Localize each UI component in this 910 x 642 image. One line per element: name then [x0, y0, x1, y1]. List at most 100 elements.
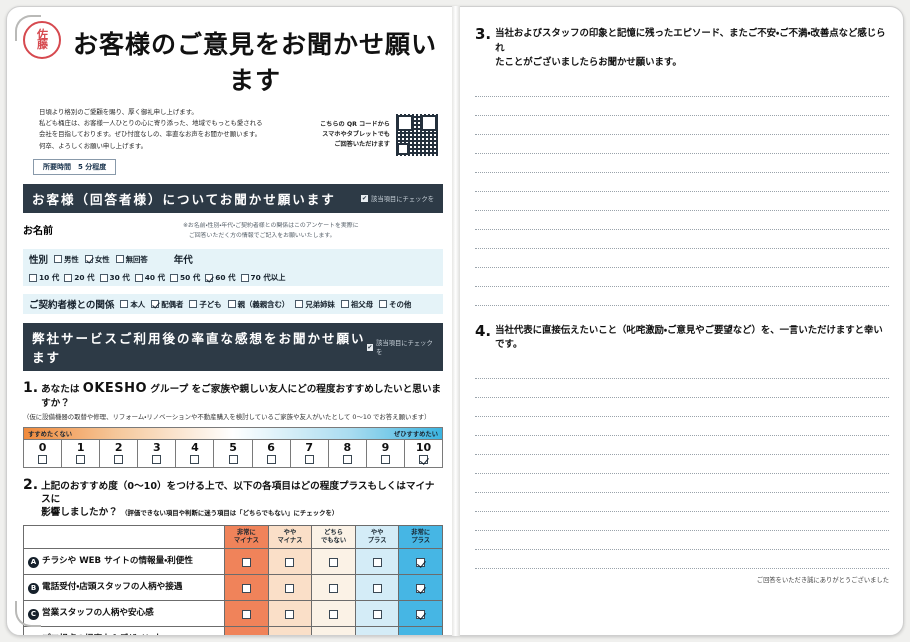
relationship-option-6[interactable]: その他 — [379, 299, 411, 310]
relationship-option-0[interactable]: 本人 — [120, 299, 145, 310]
gender-option-0[interactable]: 男性 — [54, 254, 79, 265]
nps-cell-0[interactable]: 0 — [24, 440, 63, 468]
checkbox-icon[interactable] — [76, 455, 86, 465]
writing-line[interactable] — [475, 230, 889, 249]
checkbox-icon[interactable] — [54, 255, 63, 264]
writing-line[interactable] — [475, 474, 889, 493]
checkbox-icon[interactable] — [380, 455, 390, 465]
writing-line[interactable] — [475, 135, 889, 154]
free-text-lines-q3[interactable] — [475, 78, 889, 306]
checkbox-icon[interactable] — [29, 273, 37, 282]
relationship-option-4[interactable]: 兄弟姉妹 — [295, 299, 335, 310]
matrix-cell-A-3[interactable] — [354, 547, 400, 575]
matrix-cell-B-2[interactable] — [311, 573, 356, 601]
checkbox-icon[interactable] — [228, 455, 238, 465]
writing-line[interactable] — [475, 97, 889, 116]
checkbox-icon[interactable] — [120, 300, 129, 309]
checkbox-icon[interactable] — [329, 609, 339, 619]
matrix-cell-C-4[interactable] — [398, 599, 443, 627]
checkbox-icon[interactable] — [372, 557, 382, 567]
checkbox-icon[interactable] — [285, 583, 295, 593]
age-option-0[interactable]: 10 代 — [29, 272, 59, 283]
gender-option-2[interactable]: 無回答 — [115, 254, 148, 265]
relationship-option-2[interactable]: 子ども — [189, 299, 222, 310]
writing-line[interactable] — [475, 154, 889, 173]
writing-line[interactable] — [475, 287, 889, 306]
matrix-cell-A-2[interactable] — [311, 547, 356, 575]
nps-cell-5[interactable]: 5 — [214, 440, 253, 468]
writing-line[interactable] — [475, 493, 889, 512]
matrix-cell-B-3[interactable] — [354, 573, 400, 601]
writing-line[interactable] — [475, 512, 889, 531]
relationship-option-5[interactable]: 祖父母 — [340, 299, 373, 310]
checkbox-icon[interactable] — [329, 583, 339, 593]
nps-cell-7[interactable]: 7 — [290, 440, 329, 468]
checkbox-icon[interactable] — [205, 273, 214, 282]
matrix-cell-B-1[interactable] — [267, 573, 313, 601]
age-option-4[interactable]: 50 代 — [170, 272, 200, 283]
checkbox-icon[interactable] — [151, 300, 160, 309]
matrix-cell-D-0[interactable] — [224, 625, 269, 635]
writing-line[interactable] — [475, 379, 889, 398]
checkbox-icon[interactable] — [416, 557, 426, 567]
matrix-cell-A-1[interactable] — [267, 547, 313, 575]
checkbox-icon[interactable] — [64, 273, 73, 282]
checkbox-icon[interactable] — [227, 300, 236, 309]
writing-line[interactable] — [475, 173, 889, 192]
age-option-3[interactable]: 40 代 — [134, 272, 165, 283]
relationship-option-3[interactable]: 親（義親含む） — [227, 299, 289, 310]
matrix-cell-D-3[interactable] — [354, 625, 400, 635]
checkbox-icon[interactable] — [418, 455, 428, 465]
matrix-cell-C-0[interactable] — [224, 599, 269, 627]
nps-cell-4[interactable]: 4 — [176, 440, 215, 468]
matrix-cell-A-0[interactable] — [224, 547, 269, 575]
checkbox-icon[interactable] — [99, 273, 108, 282]
nps-cell-3[interactable]: 3 — [138, 440, 177, 468]
writing-line[interactable] — [475, 550, 889, 569]
writing-line[interactable] — [475, 436, 889, 455]
checkbox-icon[interactable] — [115, 255, 124, 264]
age-option-6[interactable]: 70 代以上 — [240, 272, 286, 283]
nps-cell-10[interactable]: 10 — [404, 440, 443, 468]
impact-matrix-table[interactable]: 非常に マイナス やや マイナス どちら でもない やや プラス 非常に プラス A チラシや WE… — [22, 525, 443, 635]
writing-line[interactable] — [475, 211, 889, 230]
matrix-cell-D-2[interactable] — [311, 625, 356, 635]
matrix-cell-D-4[interactable] — [398, 625, 443, 635]
checkbox-icon[interactable] — [372, 583, 382, 593]
relationship-option-1[interactable]: 配偶者 — [151, 299, 183, 310]
nps-cell-9[interactable]: 9 — [366, 440, 405, 468]
writing-line[interactable] — [475, 78, 889, 97]
gender-option-1[interactable]: 女性 — [84, 254, 110, 265]
checkbox-icon[interactable] — [329, 557, 339, 567]
checkbox-icon[interactable] — [416, 583, 426, 593]
writing-line[interactable] — [475, 531, 889, 550]
checkbox-icon[interactable] — [152, 455, 162, 465]
nps-cell-2[interactable]: 2 — [100, 440, 139, 468]
writing-line[interactable] — [475, 417, 889, 436]
checkbox-icon[interactable] — [170, 273, 178, 282]
matrix-cell-A-4[interactable] — [398, 547, 443, 575]
writing-line[interactable] — [475, 116, 889, 135]
checkbox-icon[interactable] — [285, 609, 295, 619]
checkbox-icon[interactable] — [285, 557, 295, 567]
checkbox-icon[interactable] — [134, 273, 143, 282]
checkbox-icon[interactable] — [372, 609, 382, 619]
nps-cell-1[interactable]: 1 — [62, 440, 101, 468]
age-option-2[interactable]: 30 代 — [99, 272, 130, 283]
matrix-cell-C-1[interactable] — [267, 599, 313, 627]
matrix-cell-C-2[interactable] — [311, 599, 356, 627]
checkbox-icon[interactable] — [342, 455, 352, 465]
checkbox-icon[interactable] — [241, 583, 251, 593]
writing-line[interactable] — [475, 192, 889, 211]
writing-line[interactable] — [475, 398, 889, 417]
qr-code-icon[interactable] — [395, 113, 439, 157]
checkbox-icon[interactable] — [266, 455, 276, 465]
checkbox-icon[interactable] — [240, 273, 249, 282]
checkbox-icon[interactable] — [241, 557, 251, 567]
writing-line[interactable] — [475, 268, 889, 287]
writing-line[interactable] — [475, 360, 889, 379]
checkbox-icon[interactable] — [38, 455, 48, 465]
nps-cell-6[interactable]: 6 — [252, 440, 291, 468]
age-option-5[interactable]: 60 代 — [205, 272, 236, 283]
checkbox-icon[interactable] — [379, 300, 388, 309]
